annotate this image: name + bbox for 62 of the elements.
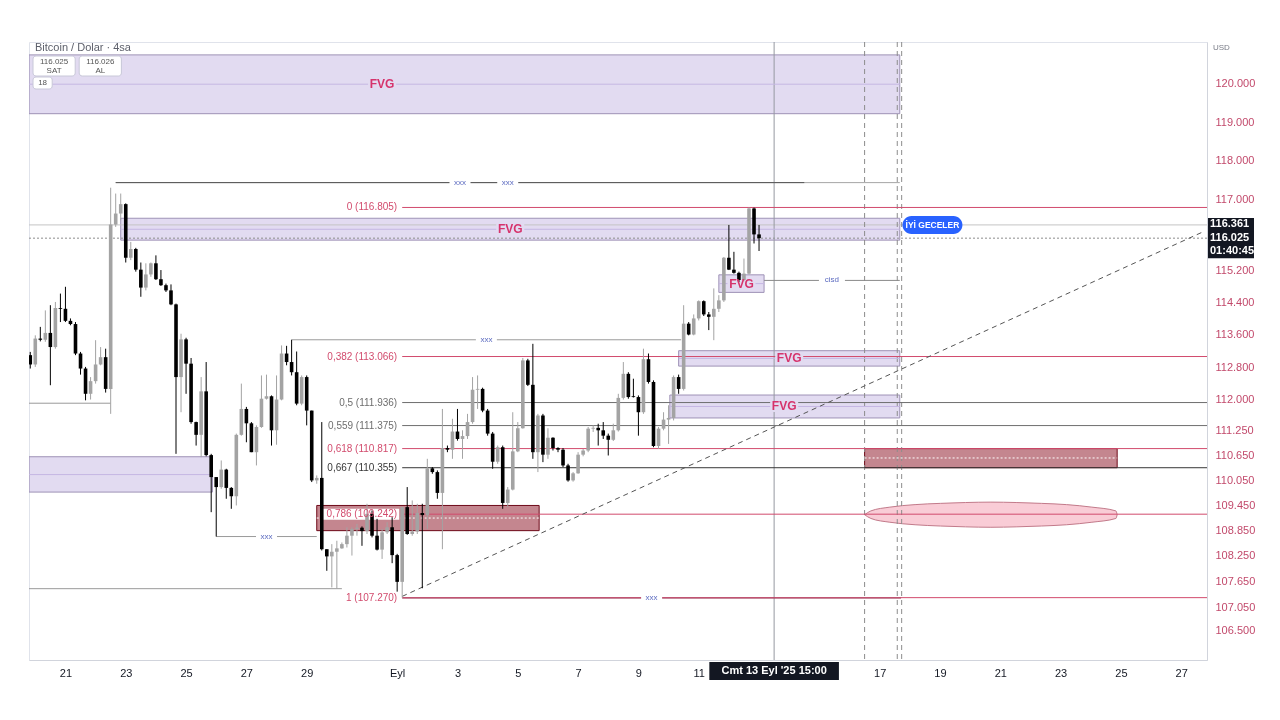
- annotation: 116.026 AL: [86, 56, 116, 75]
- annotation: FVG: [369, 77, 395, 92]
- y-tick-label: 110.650: [1215, 449, 1255, 461]
- x-tick-label: 5: [515, 666, 522, 679]
- x-tick-label: 23: [1054, 666, 1068, 679]
- series-label: xxx: [260, 531, 273, 541]
- annotation: FVG: [776, 351, 802, 366]
- ref-line-label: 116.025 01:40:45: [1210, 230, 1255, 256]
- series-label: 0,5 (111.936): [339, 396, 398, 408]
- y-tick-label: 112.000: [1215, 393, 1255, 406]
- ref-line-label: Cmt 13 Eyl '25 15:00: [721, 664, 827, 676]
- y-tick-label: 115.200: [1215, 264, 1255, 277]
- annotation: FVG: [497, 222, 523, 237]
- y-tick-label: 113.600: [1215, 328, 1255, 341]
- x-tick-label: 11: [693, 666, 705, 679]
- series-label: 0,559 (111.375): [328, 419, 398, 431]
- series-label: 0,618 (110.817): [327, 442, 398, 454]
- series-label: xxx: [453, 177, 466, 187]
- y-tick-label: 110.050: [1215, 473, 1255, 486]
- y-tick-label: 118.000: [1215, 154, 1255, 167]
- y-axis-title: USD: [1213, 43, 1231, 52]
- x-tick-label: 21: [994, 666, 1007, 679]
- series-label: 1 (107.270): [346, 591, 398, 603]
- ref-line-label: 116.361: [1210, 217, 1250, 230]
- y-tick-label: 109.450: [1215, 498, 1256, 511]
- x-tick-label: 27: [1175, 666, 1188, 679]
- series-label: cisd: [824, 275, 840, 285]
- series-label: 0 (116.805): [346, 201, 398, 213]
- series-label: xxx: [645, 593, 658, 603]
- x-tick-label: 19: [934, 666, 947, 679]
- annotation: 116.025 SAT: [39, 56, 69, 75]
- x-tick-label: 9: [635, 666, 642, 679]
- y-tick-label: 111.250: [1215, 424, 1254, 437]
- x-tick-label: 23: [120, 666, 133, 679]
- x-tick-label: 3: [454, 666, 462, 679]
- x-tick-label: 25: [1115, 666, 1128, 679]
- x-tick-label: Eyl: [390, 666, 406, 679]
- y-tick-label: 107.050: [1215, 600, 1256, 613]
- series-label: xxx: [480, 334, 493, 344]
- x-tick-label: 21: [59, 666, 73, 679]
- y-tick-label: 106.500: [1215, 624, 1256, 637]
- series-label: xxx: [501, 177, 514, 187]
- y-tick-label: 119.000: [1215, 115, 1255, 128]
- x-tick-label: 25: [180, 666, 193, 679]
- x-tick-label: 29: [301, 666, 314, 679]
- y-tick-label: 114.400: [1215, 296, 1255, 309]
- annotation: FVG: [729, 276, 754, 291]
- annotation: İYİ GECELER: [905, 219, 960, 230]
- x-tick-label: 17: [874, 666, 887, 679]
- y-tick-label: 108.850: [1215, 524, 1256, 537]
- y-tick-label: 120.000: [1215, 77, 1256, 90]
- series-label: 0,667 (110.355): [327, 461, 398, 473]
- annotation: 18: [38, 77, 48, 87]
- y-tick-label: 112.800: [1215, 360, 1255, 373]
- y-tick-label: 108.250: [1215, 549, 1256, 562]
- x-tick-label: 27: [240, 666, 254, 679]
- chart-title: Bitcoin / Dolar · 4sa: [35, 41, 132, 53]
- x-tick-label: 7: [575, 666, 582, 679]
- y-tick-label: 107.650: [1215, 574, 1256, 587]
- y-tick-label: 117.000: [1215, 193, 1255, 206]
- series-label: 0,382 (113.066): [327, 350, 398, 362]
- annotation: FVG: [771, 399, 797, 414]
